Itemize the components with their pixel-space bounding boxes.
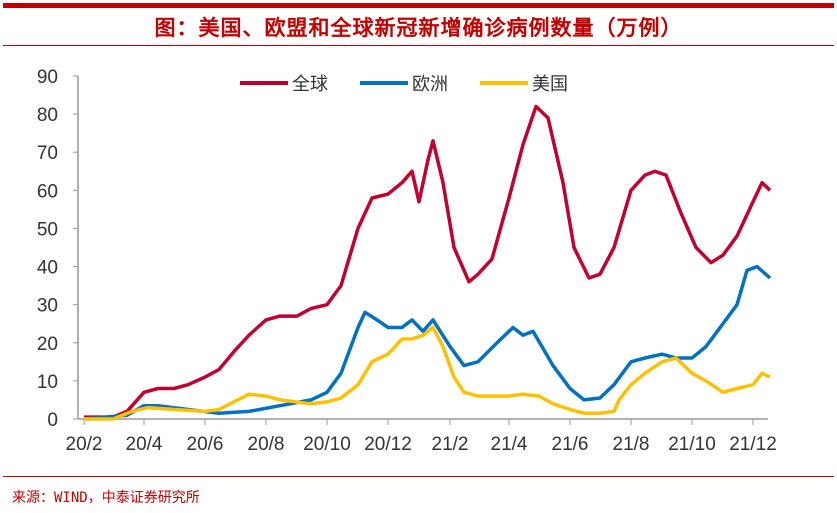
legend-label: 美国 — [532, 74, 568, 95]
title-divider — [3, 45, 834, 46]
source-note: 来源：WIND，中泰证券研究所 — [12, 490, 200, 506]
x-tick-label: 21/10 — [668, 434, 716, 455]
chart-title: 图：美国、欧盟和全球新冠新增确诊病例数量（万例） — [154, 15, 683, 40]
x-tick-label: 20/12 — [364, 434, 412, 455]
x-tick-label: 20/8 — [248, 434, 285, 455]
y-tick-label: 50 — [37, 219, 58, 240]
x-tick-label: 21/4 — [491, 434, 528, 455]
y-tick-label: 90 — [37, 67, 58, 88]
x-tick-label: 21/12 — [729, 434, 777, 455]
x-tick-label: 20/2 — [66, 434, 103, 455]
x-tick-label: 20/10 — [303, 434, 351, 455]
x-tick-label: 20/6 — [187, 434, 224, 455]
top-rule — [3, 3, 834, 8]
legend-label: 欧洲 — [412, 74, 448, 95]
y-tick-label: 70 — [37, 143, 58, 164]
x-tick-label: 21/2 — [432, 434, 469, 455]
y-tick-label: 80 — [37, 105, 58, 126]
y-tick-label: 20 — [37, 334, 58, 355]
y-tick-label: 60 — [37, 181, 58, 202]
legend-label: 全球 — [292, 74, 328, 95]
y-tick-label: 10 — [37, 372, 58, 393]
series-line-全球 — [84, 104, 772, 419]
source-divider — [3, 476, 834, 477]
y-tick-label: 30 — [37, 296, 58, 317]
series-line-美国 — [84, 325, 771, 421]
y-tick-label: 40 — [37, 258, 58, 279]
x-tick-label: 21/6 — [552, 434, 589, 455]
series-line-欧洲 — [83, 264, 772, 421]
x-tick-label: 20/4 — [126, 434, 163, 455]
x-tick-label: 21/8 — [613, 434, 650, 455]
y-tick-label: 0 — [47, 410, 58, 431]
